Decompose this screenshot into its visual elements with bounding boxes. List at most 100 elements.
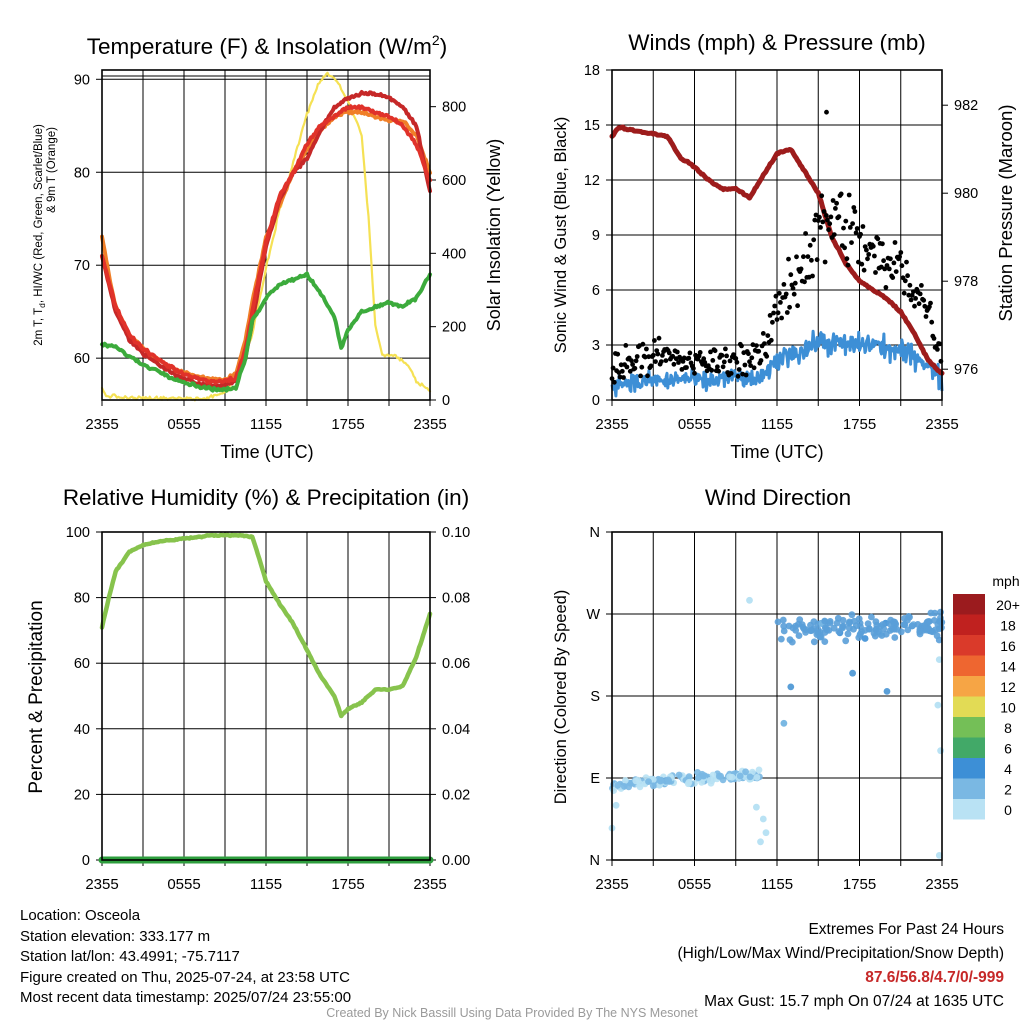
legend-label: 8 <box>1004 720 1012 736</box>
gust-point <box>645 373 650 379</box>
gust-point <box>927 304 932 310</box>
wind-speed-color-legend: mph 20+ 18 16 14 12 10 8 6 4 2 0 <box>953 573 1020 820</box>
legend-swatch <box>953 737 985 758</box>
extremes-summary: Extremes For Past 24 Hours (High/Low/Max… <box>678 918 1005 1014</box>
direction-point <box>904 626 912 634</box>
plot-border <box>101 69 431 401</box>
y-tick-label: 70 <box>74 258 90 274</box>
y2-tick-label: 0.00 <box>442 853 470 869</box>
legend-swatch <box>953 594 985 615</box>
gust-point <box>812 217 818 223</box>
gust-point <box>617 374 623 380</box>
gust-point <box>809 257 814 263</box>
winds-pressure-chart: Winds (mph) & Pressure (mb) 2355 0555 1155 1… <box>552 30 1016 462</box>
gust-point <box>778 300 783 305</box>
temperature-insolation-chart: Temperature (F) & Insolation (W/m2) 2355 0… <box>33 32 504 462</box>
x-tick-label: 2355 <box>413 876 446 893</box>
gust-point <box>787 304 792 310</box>
gust-point <box>929 319 935 325</box>
direction-point <box>675 771 683 779</box>
y-tick-label: 60 <box>74 656 90 672</box>
gust-point <box>676 360 681 365</box>
gust-point <box>633 358 639 364</box>
gust-point <box>624 364 630 370</box>
y-axis-label: Direction (Colored By Speed) <box>552 590 570 805</box>
series-wind-speed <box>610 329 944 398</box>
gust-point <box>666 350 672 356</box>
gust-point <box>784 310 790 315</box>
gust-point <box>854 226 860 231</box>
gust-point <box>615 351 621 357</box>
direction-point <box>777 635 785 643</box>
direction-point <box>786 636 794 644</box>
gust-point <box>712 348 718 354</box>
y2-axis-label: Solar Insolation (Yellow) <box>484 139 504 331</box>
direction-point-outlier <box>757 838 764 846</box>
extremes-values: 87.6/56.8/4.7/0/-999 <box>865 969 1004 986</box>
gust-point <box>691 366 696 371</box>
direction-point <box>699 772 707 780</box>
gust-point <box>813 212 819 218</box>
gust-point <box>897 254 902 260</box>
gust-point <box>820 219 826 225</box>
direction-point <box>621 777 629 784</box>
gust-point-max <box>824 109 829 115</box>
gust-point <box>908 297 914 303</box>
gust-point <box>851 205 857 210</box>
gust-point <box>692 370 697 376</box>
gust-point <box>864 247 869 253</box>
direction-point <box>780 627 788 635</box>
gust-point <box>912 303 917 309</box>
gust-point <box>898 250 904 255</box>
direction-point <box>826 618 834 625</box>
station-elevation: Station elevation: 333.177 m <box>20 927 211 945</box>
gust-point <box>825 217 830 223</box>
gust-point <box>701 356 707 362</box>
x-tick-label: 1155 <box>761 876 793 893</box>
gust-point <box>658 359 664 364</box>
y-tick-label: 9 <box>592 228 600 244</box>
y-axis-label-line1: 2m T, Td, HI/WC (Red, Green, Scarlet/Blu… <box>33 124 47 346</box>
legend-swatch <box>953 676 985 697</box>
gust-point <box>798 266 804 272</box>
gust-point <box>764 353 770 359</box>
legend-swatch <box>953 799 985 820</box>
x-tick-label: 2355 <box>85 416 118 433</box>
gust-point <box>656 335 662 341</box>
gust-point <box>748 363 753 368</box>
gust-point <box>802 279 807 285</box>
gust-point <box>901 290 907 296</box>
gust-point <box>776 290 782 296</box>
y-tick-label: 3 <box>592 338 600 354</box>
gust-point <box>821 209 827 214</box>
y2-tick-label: 600 <box>442 173 466 189</box>
gust-point <box>686 355 692 361</box>
gust-point <box>770 319 775 325</box>
gust-point <box>906 292 912 298</box>
chart-title-main: Temperature (F) & Insolation (W/m <box>87 34 432 59</box>
gust-point <box>807 242 813 248</box>
gust-point <box>629 358 634 364</box>
direction-point <box>780 622 788 630</box>
gust-point <box>842 245 847 251</box>
legend-label: 12 <box>1000 679 1016 695</box>
chart-title: Winds (mph) & Pressure (mb) <box>628 30 926 55</box>
gust-point <box>733 356 739 361</box>
gust-point <box>642 354 648 360</box>
direction-point <box>706 777 714 784</box>
y2-tick-label: 200 <box>442 320 466 336</box>
direction-point <box>810 638 818 646</box>
gust-point <box>849 240 854 246</box>
gust-point <box>670 353 676 359</box>
gust-point <box>634 354 640 359</box>
direction-point <box>821 638 829 645</box>
direction-point-outlier <box>935 656 943 663</box>
gust-point <box>861 267 867 273</box>
direction-point-outlier <box>759 815 767 823</box>
gust-point <box>754 343 759 348</box>
direction-point-outlier <box>937 747 944 755</box>
gust-point <box>822 259 828 265</box>
gust-point <box>684 365 689 370</box>
gust-point <box>870 243 876 249</box>
gust-point <box>632 365 638 371</box>
